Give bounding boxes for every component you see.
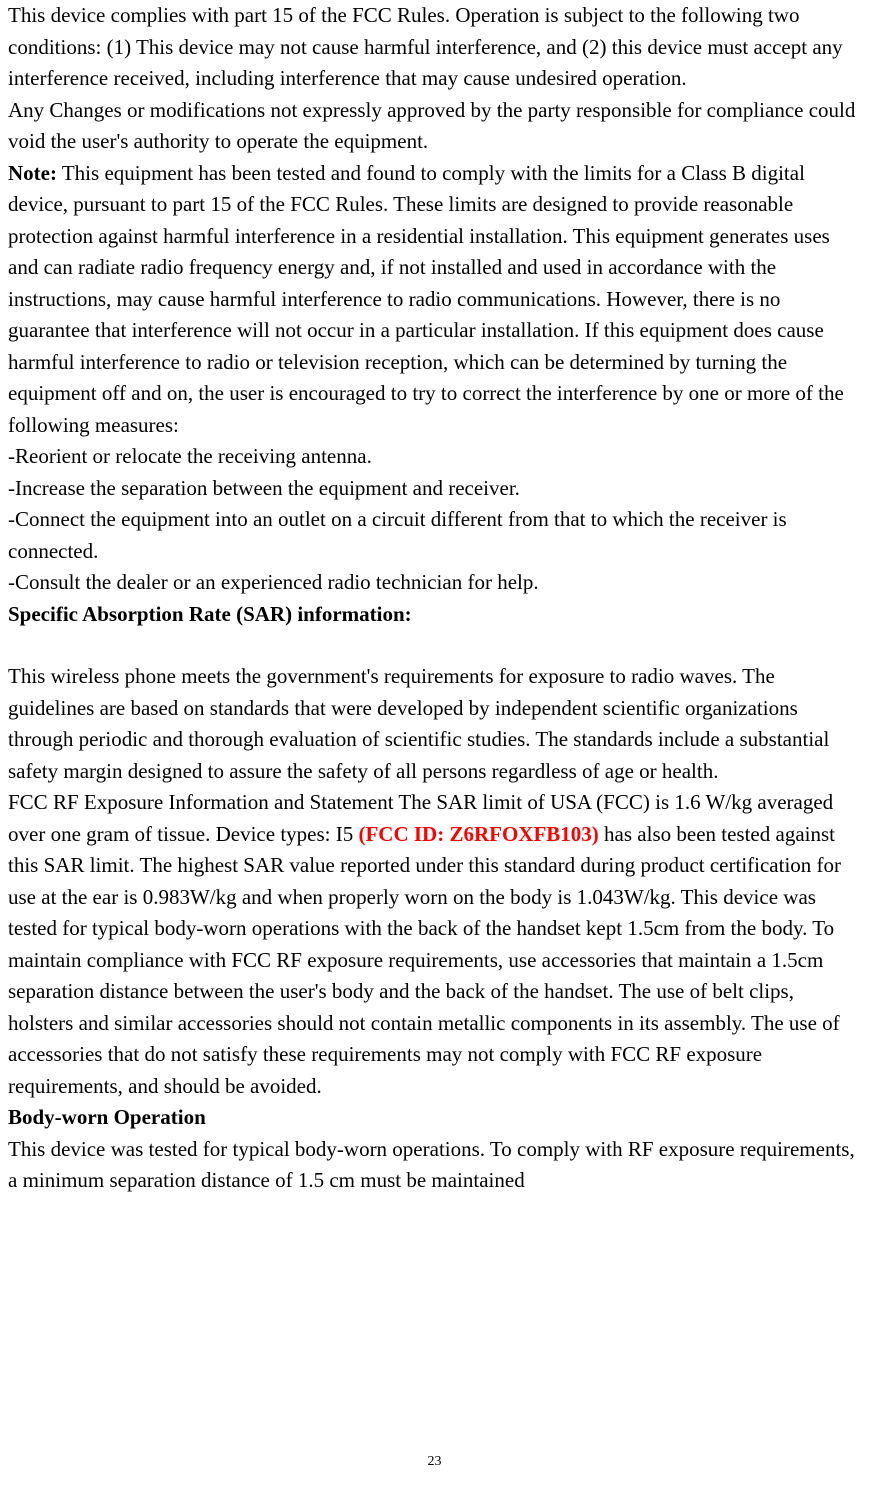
document-body: This device complies with part 15 of the… [8,0,861,1197]
measure-2: -Increase the separation between the equ… [8,473,861,505]
paragraph-fcc-rf: FCC RF Exposure Information and Statemen… [8,787,861,1102]
measure-3: -Connect the equipment into an outlet on… [8,504,861,567]
paragraph-compliance: This device complies with part 15 of the… [8,0,861,95]
blank-line [8,630,861,661]
paragraph-sar-intro: This wireless phone meets the government… [8,661,861,787]
fcc-rf-text-after: has also been tested against this SAR li… [8,822,841,1098]
note-body: This equipment has been tested and found… [8,161,844,437]
body-worn-heading: Body-worn Operation [8,1102,861,1134]
page-number: 23 [428,1454,442,1470]
sar-heading: Specific Absorption Rate (SAR) informati… [8,599,861,631]
note-label: Note: [8,161,57,185]
paragraph-body-worn: This device was tested for typical body-… [8,1134,861,1197]
measure-1: -Reorient or relocate the receiving ante… [8,441,861,473]
fcc-id-highlight: (FCC ID: Z6RFOXFB103) [358,822,598,846]
paragraph-note: Note: This equipment has been tested and… [8,158,861,442]
measure-4: -Consult the dealer or an experienced ra… [8,567,861,599]
paragraph-modifications: Any Changes or modifications not express… [8,95,861,158]
